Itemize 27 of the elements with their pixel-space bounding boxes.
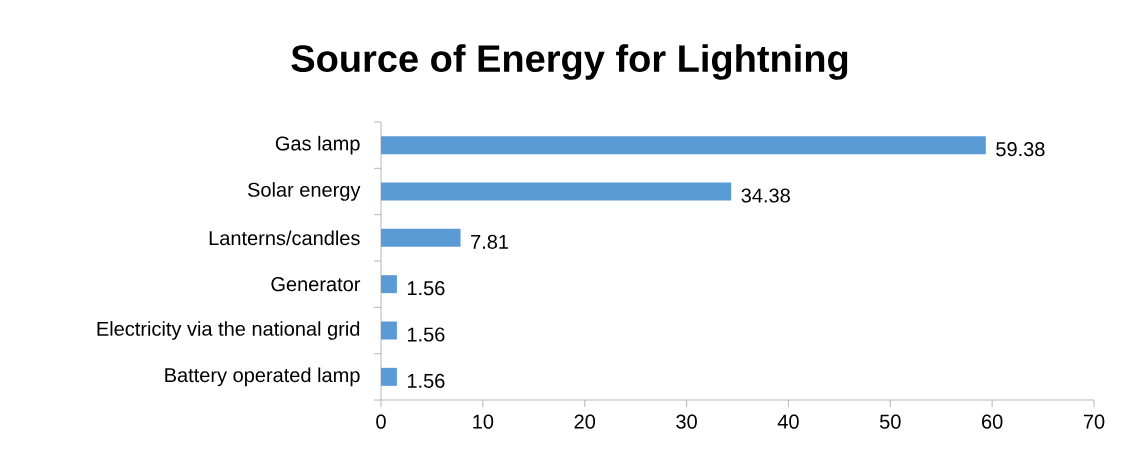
y-tick-label: Gas lamp [275,135,360,155]
x-tick-label: 70 [1083,414,1105,429]
chart-title: Source of Energy for Lightning [291,44,848,80]
data-label: 34.38 [741,188,790,203]
bar [381,136,986,155]
data-label: 59.38 [996,142,1045,157]
x-tick-label: 20 [574,414,596,429]
x-tick-label: 0 [376,414,386,429]
bar [381,228,461,247]
x-tick-label: 40 [777,414,799,429]
x-tick-label: 50 [879,414,901,429]
x-tick-label: 30 [676,414,697,429]
y-tick-label: Generator [271,277,361,292]
data-label: 1.56 [407,281,445,296]
bar [381,275,397,294]
y-tick-label: Battery operated lamp [165,367,360,387]
data-label: 7.81 [471,234,509,249]
data-label: 1.56 [407,373,445,388]
bar [381,367,397,386]
x-tick-label: 10 [473,414,494,429]
data-label: 1.56 [407,327,445,342]
y-tick-label: Electricity via the national grid [97,321,360,340]
bar [381,182,732,201]
x-tick-label: 60 [982,414,1003,429]
y-tick-label: Solar energy [247,182,361,201]
y-tick-label: Lanterns/candles [209,230,360,246]
bar [381,321,397,340]
